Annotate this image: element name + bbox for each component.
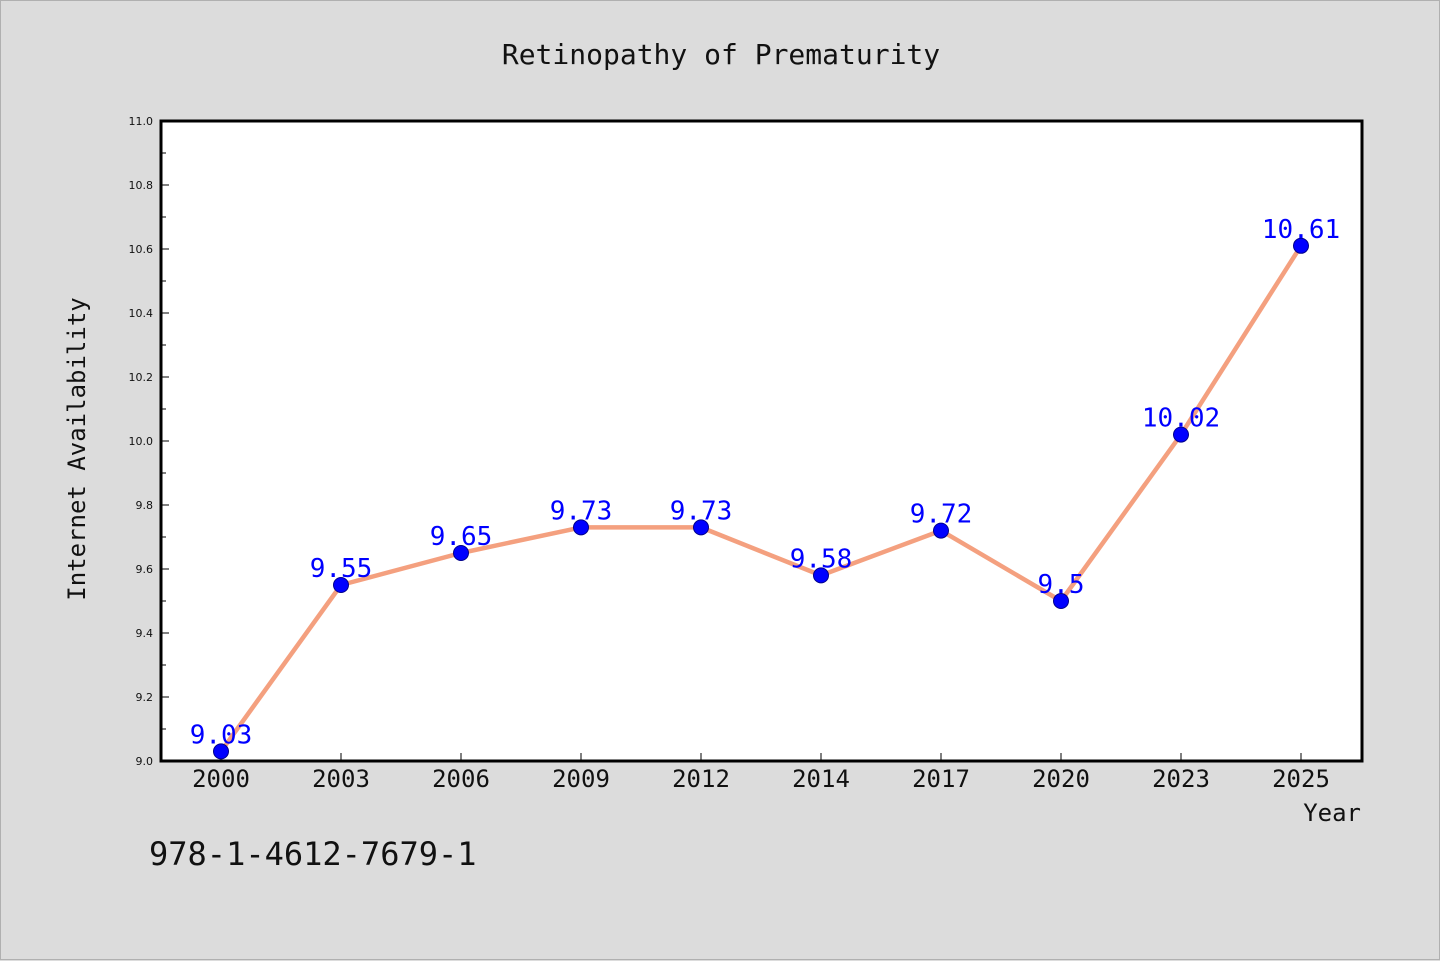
x-tick-label: 2025 [1272, 765, 1330, 793]
data-label-2014: 9.58 [790, 544, 853, 574]
x-axis: 2000 2003 2006 2009 2012 2014 2017 2020 2023 2025 [192, 753, 1330, 793]
plot-area [161, 121, 1362, 761]
y-tick-label: 9.2 [136, 691, 154, 704]
data-label-2020: 9.5 [1038, 570, 1085, 600]
data-label-2012: 9.73 [670, 496, 733, 526]
data-point-2014 [813, 567, 829, 584]
x-tick-label: 2014 [792, 765, 850, 793]
x-tick-label: 2020 [1032, 765, 1090, 793]
y-axis: 9.0 9.2 9.4 9.6 9.8 10.0 10.2 10.4 10.6 10.8 11.0 [129, 115, 169, 768]
y-tick-label: 10.4 [129, 307, 154, 320]
data-point-2025 [1293, 237, 1309, 254]
y-tick-label: 9.4 [136, 627, 154, 640]
data-point-2020 [1053, 593, 1069, 609]
plot-frame [159, 119, 1364, 763]
data-point-2023 [1173, 426, 1189, 443]
x-tick-label: 2006 [432, 765, 490, 793]
y-tick-label: 9.6 [136, 563, 154, 576]
y-tick-label: 10.6 [129, 243, 154, 256]
data-label-2025: 10.61 [1262, 215, 1340, 245]
data-point-2000 [213, 743, 229, 760]
x-tick-label: 2009 [552, 765, 610, 793]
data-label-2009: 9.73 [550, 496, 613, 526]
y-axis-label: Internet Availability [63, 297, 91, 600]
x-tick-label: 2017 [912, 765, 970, 793]
data-point-2003 [333, 577, 349, 593]
x-tick-label: 2000 [192, 765, 250, 793]
series-layer: 9.03 9.55 9.65 9.73 9.73 9.58 9.72 9.5 10.02 10.6… [190, 215, 1340, 760]
data-point-2012 [693, 519, 709, 536]
y-tick-label: 10.8 [129, 179, 154, 192]
x-tick-label: 2012 [672, 765, 730, 793]
x-tick-label: 2003 [312, 765, 370, 793]
data-point-2009 [573, 519, 589, 536]
y-tick-label: 9.8 [136, 499, 154, 512]
chart-title: Retinopathy of Prematurity [502, 38, 940, 71]
data-label-2023: 10.02 [1142, 404, 1220, 434]
x-tick-label: 2023 [1152, 765, 1210, 793]
series-line [219, 244, 1303, 753]
y-tick-label: 10.0 [129, 435, 154, 448]
data-point-2006 [453, 545, 469, 561]
data-label-2003: 9.55 [310, 554, 373, 584]
footnote-isbn: 978-1-4612-7679-1 [149, 835, 477, 873]
y-tick-label: 9.0 [136, 755, 154, 768]
y-tick-label: 10.2 [129, 371, 154, 384]
y-tick-label: 11.0 [129, 115, 154, 128]
data-label-2000: 9.03 [190, 720, 253, 750]
data-point-2017 [933, 522, 949, 539]
data-label-2006: 9.65 [430, 522, 493, 552]
data-label-2017: 9.72 [910, 500, 973, 530]
x-axis-label: Year [1303, 799, 1361, 827]
